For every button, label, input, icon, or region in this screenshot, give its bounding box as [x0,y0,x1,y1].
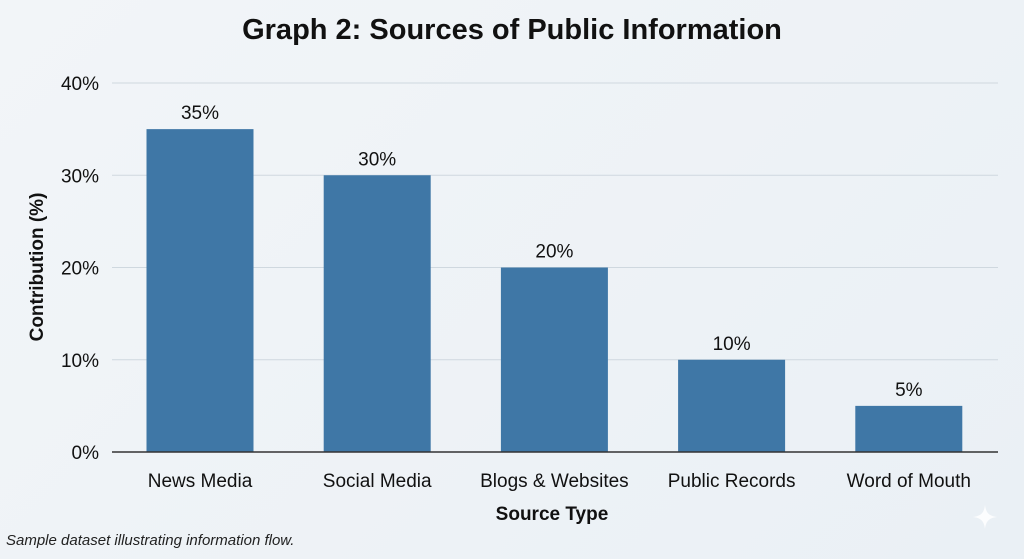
x-tick-label: Word of Mouth [847,471,971,492]
data-label: 30% [358,149,396,170]
y-tick-label: 40% [61,74,99,95]
data-labels: 35% 30% 20% 10% 5% [181,103,923,401]
y-tick-label: 20% [61,259,99,280]
bar [146,129,254,452]
bars [146,129,963,452]
x-axis-label: Source Type [496,504,609,525]
bar [323,175,431,452]
sparkle-icon [973,505,997,529]
data-label: 20% [535,242,573,263]
chart-caption: Sample dataset illustrating information … [6,532,295,549]
x-tick-label: Blogs & Websites [480,471,629,492]
bar [678,359,786,452]
data-label: 5% [895,380,923,401]
chart-title: Graph 2: Sources of Public Information [242,14,782,46]
y-tick-label: 30% [61,166,99,187]
y-axis-ticks: 0% 10% 20% 30% 40% [61,74,99,464]
x-tick-label: News Media [148,471,253,492]
data-label: 10% [713,334,751,355]
y-tick-label: 10% [61,351,99,372]
y-axis-label: Contribution (%) [27,193,48,342]
bar [855,405,963,452]
data-label: 35% [181,103,219,124]
x-tick-label: Social Media [323,471,432,492]
bar [500,267,608,452]
x-tick-label: Public Records [668,471,796,492]
y-tick-label: 0% [72,443,100,464]
x-axis-ticks: News Media Social Media Blogs & Websites Pu… [148,471,971,492]
